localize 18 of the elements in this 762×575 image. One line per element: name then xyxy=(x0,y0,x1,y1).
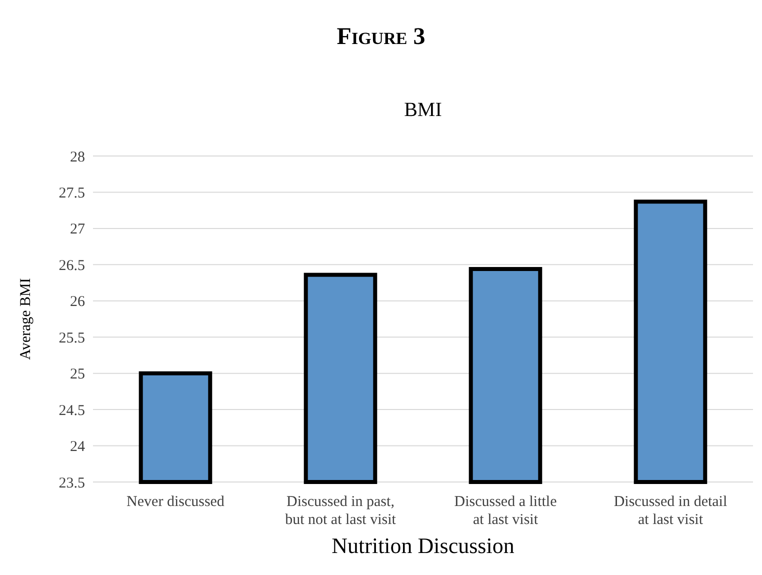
y-tick-label: 26.5 xyxy=(58,258,85,274)
y-tick-label: 27 xyxy=(70,222,86,238)
y-tick-label: 24.5 xyxy=(58,402,85,419)
y-tick-label: 28 xyxy=(70,149,85,166)
x-axis-title: Nutrition Discussion xyxy=(332,533,514,558)
chart-subtitle: BMI xyxy=(404,99,442,121)
x-tick-label: Discussed in detail at last visit xyxy=(614,494,728,528)
y-tick-label: 24 xyxy=(70,439,86,456)
x-tick-label: Discussed in past, but not at last visit xyxy=(285,494,397,528)
y-tick-label: 25.5 xyxy=(58,330,85,346)
y-tick-label: 23.5 xyxy=(58,475,85,492)
x-tick-label: Discussed a little at last visit xyxy=(454,494,558,528)
x-tick-label: Never discussed xyxy=(126,494,225,510)
y-tick-label: 26 xyxy=(70,294,86,310)
y-axis-title: Average BMI xyxy=(18,278,34,360)
y-tick-label: 25 xyxy=(70,366,85,383)
y-tick-label: 27.5 xyxy=(58,185,85,202)
chart-title: Figure 3 xyxy=(336,24,426,50)
